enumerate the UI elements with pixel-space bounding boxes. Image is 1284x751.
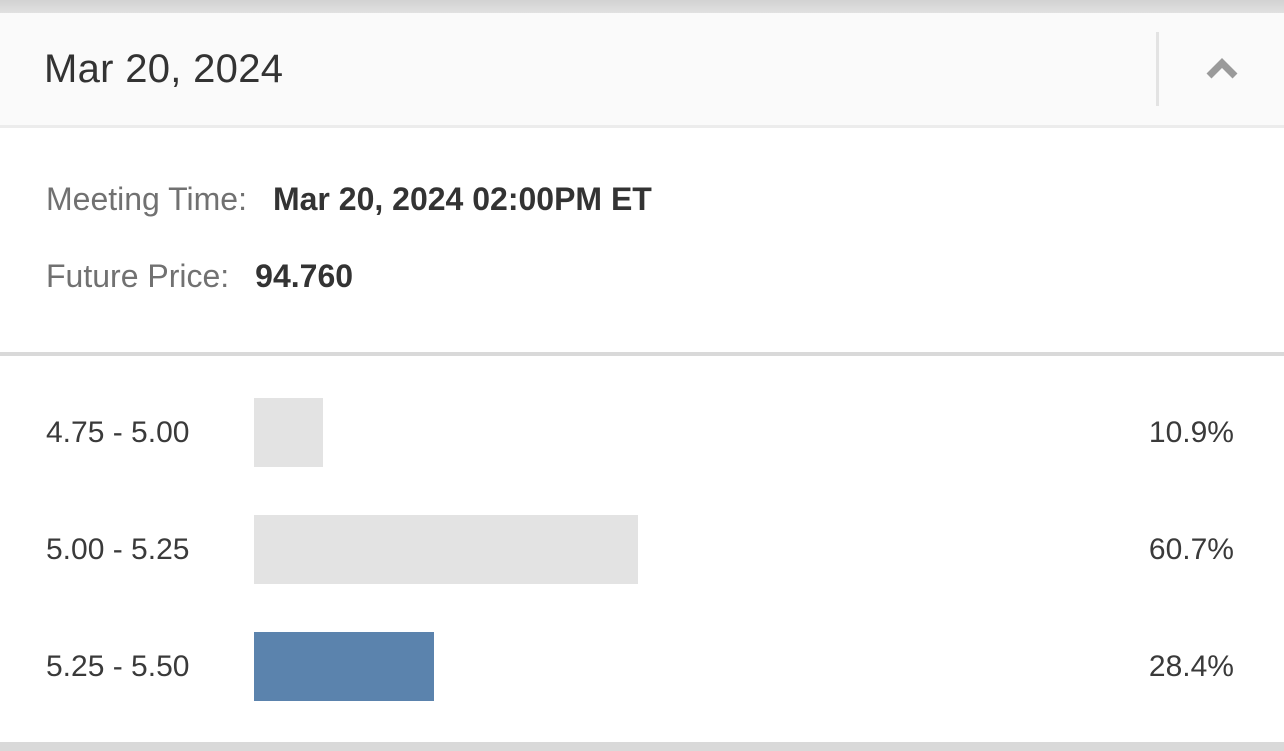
future-price-row: Future Price: 94.760 bbox=[46, 257, 1284, 295]
probability-bar bbox=[254, 515, 638, 584]
probability-bar-chart: 4.75 - 5.00 10.9% 5.00 - 5.25 60.7% 5.25 - 5… bbox=[0, 356, 1284, 742]
chart-row: 5.00 - 5.25 60.7% bbox=[46, 491, 1234, 608]
probability-value: 60.7% bbox=[1148, 532, 1234, 566]
probability-bar bbox=[254, 398, 323, 467]
future-price-value: 94.760 bbox=[255, 258, 354, 294]
panel-title: Mar 20, 2024 bbox=[44, 46, 284, 91]
bottom-edge-strip bbox=[0, 742, 1284, 751]
future-price-label: Future Price: bbox=[46, 258, 230, 294]
bar-track bbox=[254, 398, 1094, 467]
bar-track bbox=[254, 515, 1094, 584]
chart-row: 4.75 - 5.00 10.9% bbox=[46, 374, 1234, 491]
bar-track bbox=[254, 632, 1094, 701]
rate-range-label: 4.75 - 5.00 bbox=[46, 415, 190, 449]
header-right bbox=[1156, 13, 1284, 125]
header-divider bbox=[1156, 32, 1159, 106]
probability-value: 28.4% bbox=[1148, 649, 1234, 683]
meeting-time-label: Meeting Time: bbox=[46, 181, 247, 217]
section-divider bbox=[0, 352, 1284, 356]
probability-bar bbox=[254, 632, 434, 701]
meeting-time-value: Mar 20, 2024 02:00PM ET bbox=[272, 181, 652, 217]
collapse-button[interactable] bbox=[1159, 13, 1284, 125]
probability-value: 10.9% bbox=[1148, 415, 1234, 449]
meeting-details: Meeting Time: Mar 20, 2024 02:00PM ET Fut… bbox=[0, 128, 1284, 352]
accordion-header[interactable]: Mar 20, 2024 bbox=[0, 13, 1284, 128]
rate-range-label: 5.25 - 5.50 bbox=[46, 649, 190, 683]
chart-row: 5.25 - 5.50 28.4% bbox=[46, 608, 1234, 725]
top-edge-strip bbox=[0, 0, 1284, 13]
chevron-up-icon bbox=[1206, 58, 1237, 79]
rate-range-label: 5.00 - 5.25 bbox=[46, 532, 190, 566]
meeting-time-row: Meeting Time: Mar 20, 2024 02:00PM ET bbox=[46, 180, 1284, 218]
